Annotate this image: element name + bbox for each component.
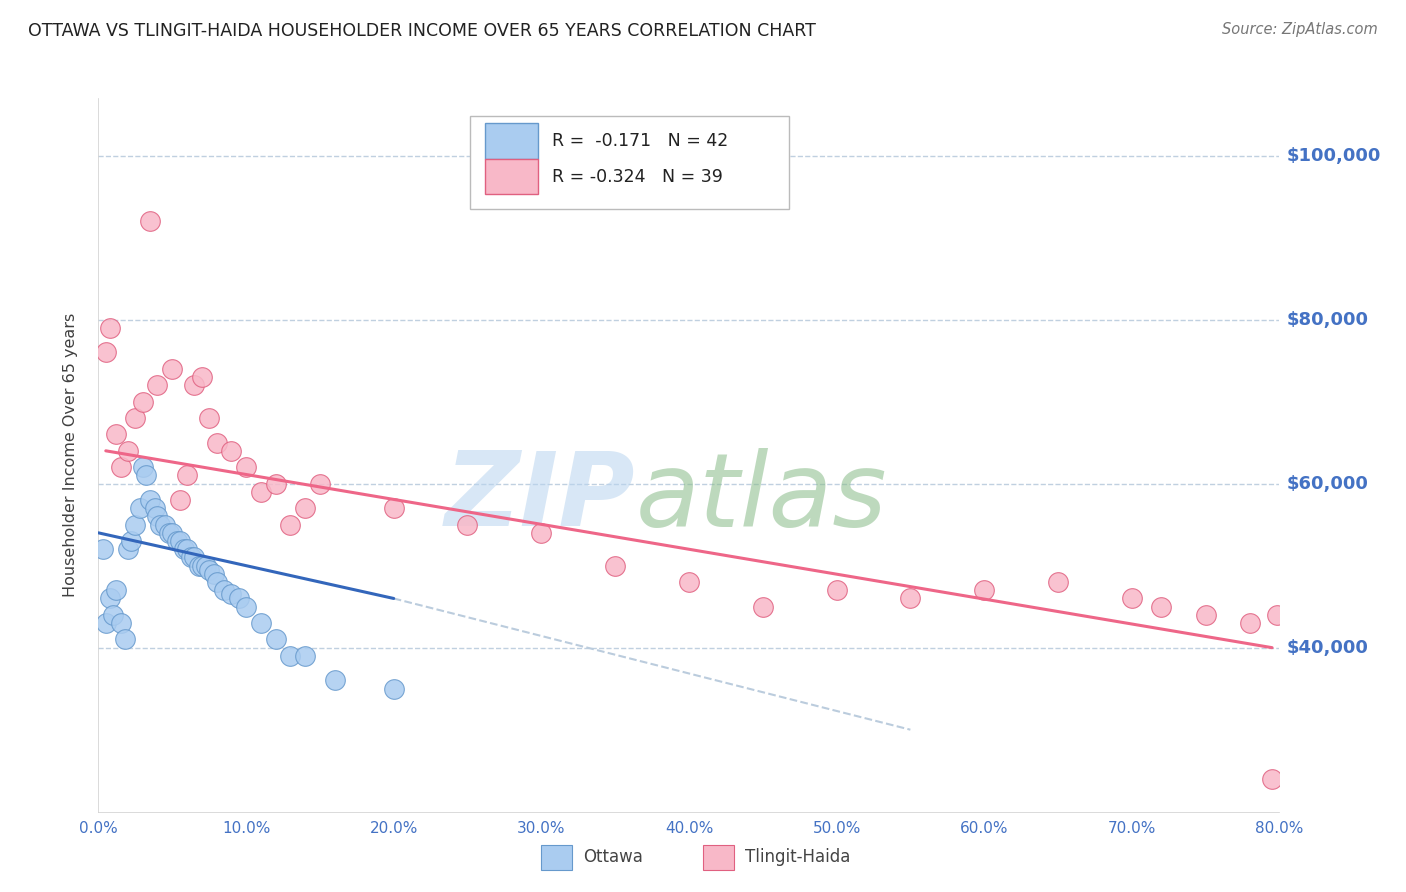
Point <box>139 493 162 508</box>
Point <box>120 534 142 549</box>
Point <box>198 563 221 577</box>
Point <box>205 435 228 450</box>
Point <box>825 583 848 598</box>
Point <box>94 616 117 631</box>
Point <box>278 648 302 663</box>
Point <box>146 509 169 524</box>
Point <box>1195 607 1218 622</box>
Point <box>382 681 405 696</box>
Text: Tlingit-Haida: Tlingit-Haida <box>745 848 851 866</box>
Point <box>139 214 162 228</box>
Text: ZIP: ZIP <box>446 447 636 549</box>
Text: $40,000: $40,000 <box>1286 639 1368 657</box>
Text: Ottawa: Ottawa <box>583 848 644 866</box>
Point <box>309 476 332 491</box>
Point <box>212 583 235 598</box>
Point <box>98 591 121 606</box>
Y-axis label: Householder Income Over 65 years: Householder Income Over 65 years <box>63 313 77 597</box>
Point <box>900 591 922 606</box>
Point <box>180 550 202 565</box>
FancyBboxPatch shape <box>485 159 537 194</box>
Point <box>162 525 183 540</box>
Point <box>110 460 132 475</box>
Text: OTTAWA VS TLINGIT-HAIDA HOUSEHOLDER INCOME OVER 65 YEARS CORRELATION CHART: OTTAWA VS TLINGIT-HAIDA HOUSEHOLDER INCO… <box>28 22 815 40</box>
Point <box>143 501 166 516</box>
Point <box>124 517 146 532</box>
Point <box>132 460 155 475</box>
Point <box>183 550 205 565</box>
Point <box>382 501 405 516</box>
Point <box>149 517 172 532</box>
Point <box>128 501 150 516</box>
Bar <box>703 845 734 870</box>
Point <box>195 558 218 573</box>
Point <box>103 607 125 622</box>
Text: $80,000: $80,000 <box>1286 310 1368 328</box>
Point <box>264 632 287 647</box>
Point <box>162 361 183 376</box>
Point <box>191 370 214 384</box>
Point <box>250 484 273 499</box>
Text: R =  -0.171   N = 42: R = -0.171 N = 42 <box>553 132 728 150</box>
Point <box>751 599 773 614</box>
Point <box>219 443 243 458</box>
Point <box>278 517 302 532</box>
Point <box>294 648 316 663</box>
Point <box>173 542 195 557</box>
Point <box>198 411 221 425</box>
Point <box>146 378 169 392</box>
Point <box>202 566 225 581</box>
Point <box>1239 616 1261 631</box>
Point <box>1261 772 1284 786</box>
Point <box>117 443 139 458</box>
Point <box>124 411 146 425</box>
Point <box>205 575 228 590</box>
Point <box>1121 591 1143 606</box>
Point <box>105 583 128 598</box>
Point <box>176 542 198 557</box>
Point <box>456 517 478 532</box>
Point <box>176 468 198 483</box>
FancyBboxPatch shape <box>471 116 789 209</box>
Point <box>166 534 188 549</box>
Point <box>264 476 287 491</box>
Point <box>1046 575 1069 590</box>
Point <box>98 320 121 334</box>
Point <box>973 583 995 598</box>
Point <box>294 501 316 516</box>
Point <box>1150 599 1173 614</box>
Text: $100,000: $100,000 <box>1286 146 1381 164</box>
FancyBboxPatch shape <box>485 123 537 159</box>
Point <box>228 591 250 606</box>
Point <box>91 542 114 557</box>
Point <box>183 378 205 392</box>
Point <box>157 525 180 540</box>
Point <box>110 616 132 631</box>
Text: $60,000: $60,000 <box>1286 475 1368 492</box>
Point <box>1265 607 1288 622</box>
Point <box>187 558 209 573</box>
Text: R = -0.324   N = 39: R = -0.324 N = 39 <box>553 168 723 186</box>
Point <box>153 517 176 532</box>
Point <box>105 427 128 442</box>
Point <box>323 673 346 688</box>
Point <box>169 534 191 549</box>
Point <box>132 394 155 409</box>
Bar <box>541 845 572 870</box>
Point <box>135 468 157 483</box>
Point <box>605 558 627 573</box>
Point <box>250 616 273 631</box>
Point <box>169 493 191 508</box>
Point <box>117 542 139 557</box>
Point <box>530 525 553 540</box>
Point <box>235 460 257 475</box>
Text: Source: ZipAtlas.com: Source: ZipAtlas.com <box>1222 22 1378 37</box>
Point <box>114 632 136 647</box>
Point <box>191 558 214 573</box>
Point <box>678 575 700 590</box>
Text: atlas: atlas <box>636 448 887 548</box>
Point <box>94 345 117 359</box>
Point <box>235 599 257 614</box>
Point <box>219 587 243 601</box>
